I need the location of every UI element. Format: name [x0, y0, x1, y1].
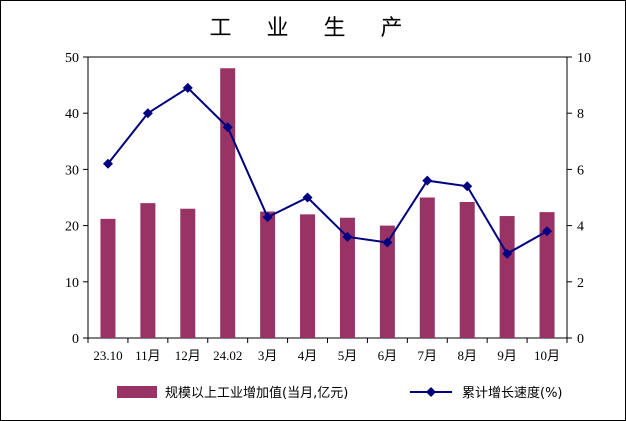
- bar: [539, 212, 555, 338]
- line-marker-diamond: [422, 175, 433, 186]
- x-tick-label: 9月: [497, 348, 517, 363]
- y-left-tick-label: 40: [65, 107, 79, 122]
- x-tick-label: 23.10: [93, 348, 122, 363]
- x-tick-label: 3月: [258, 348, 278, 363]
- line-marker-diamond: [542, 226, 553, 237]
- legend-label-line: 累计增长速度(%): [462, 385, 563, 401]
- legend-swatch-marker: [426, 387, 436, 397]
- x-tick-label: 24.02: [213, 348, 242, 363]
- legend-label-bar: 规模以上工业增加值(当月,亿元): [165, 385, 348, 401]
- bar: [499, 216, 515, 338]
- bar: [379, 225, 395, 338]
- y-left-tick-label: 50: [65, 51, 79, 66]
- y-left-tick-label: 10: [65, 276, 79, 291]
- y-right-tick-label: 10: [577, 51, 591, 66]
- y-left-tick-label: 0: [72, 332, 79, 347]
- plot-area-border: [87, 56, 568, 339]
- x-tick-label: 8月: [457, 348, 477, 363]
- bar: [459, 201, 475, 338]
- y-right-tick-label: 8: [577, 107, 584, 122]
- bar: [140, 203, 156, 338]
- x-tick-label: 6月: [378, 348, 398, 363]
- y-right-tick-label: 4: [577, 220, 584, 235]
- line-marker-diamond: [302, 192, 313, 203]
- bar: [339, 217, 355, 338]
- series-line: [107, 86, 548, 256]
- line-marker-diamond: [182, 82, 193, 93]
- line-marker-diamond: [342, 231, 353, 242]
- bar: [220, 68, 236, 339]
- bar: [300, 214, 316, 338]
- x-tick-label: 5月: [338, 348, 358, 363]
- line-marker-diamond: [102, 158, 113, 169]
- line-marker-diamond: [222, 122, 233, 133]
- bar: [260, 211, 276, 338]
- legend-swatch-bar: [117, 386, 157, 398]
- line-marker-diamond: [502, 248, 513, 259]
- x-tick-label: 4月: [298, 348, 318, 363]
- x-tick-label: 10月: [534, 348, 560, 363]
- y-right-tick-label: 2: [577, 276, 584, 291]
- y-right-tick-label: 6: [577, 163, 584, 178]
- y-right-tick-label: 0: [577, 332, 584, 347]
- y-left-tick-label: 20: [65, 220, 79, 235]
- line-marker-diamond: [142, 108, 153, 119]
- line-marker-diamond: [462, 181, 473, 192]
- y-left-tick-label: 30: [65, 163, 79, 178]
- line-marker-diamond: [382, 237, 393, 248]
- x-tick-label: 11月: [135, 348, 161, 363]
- bar: [100, 218, 116, 338]
- bar: [419, 197, 435, 338]
- bar: [180, 208, 196, 338]
- chart-title: 工 业 生 产: [209, 16, 417, 41]
- x-tick-label: 12月: [175, 348, 201, 363]
- line-marker-diamond: [262, 212, 273, 223]
- x-tick-label: 7月: [418, 348, 438, 363]
